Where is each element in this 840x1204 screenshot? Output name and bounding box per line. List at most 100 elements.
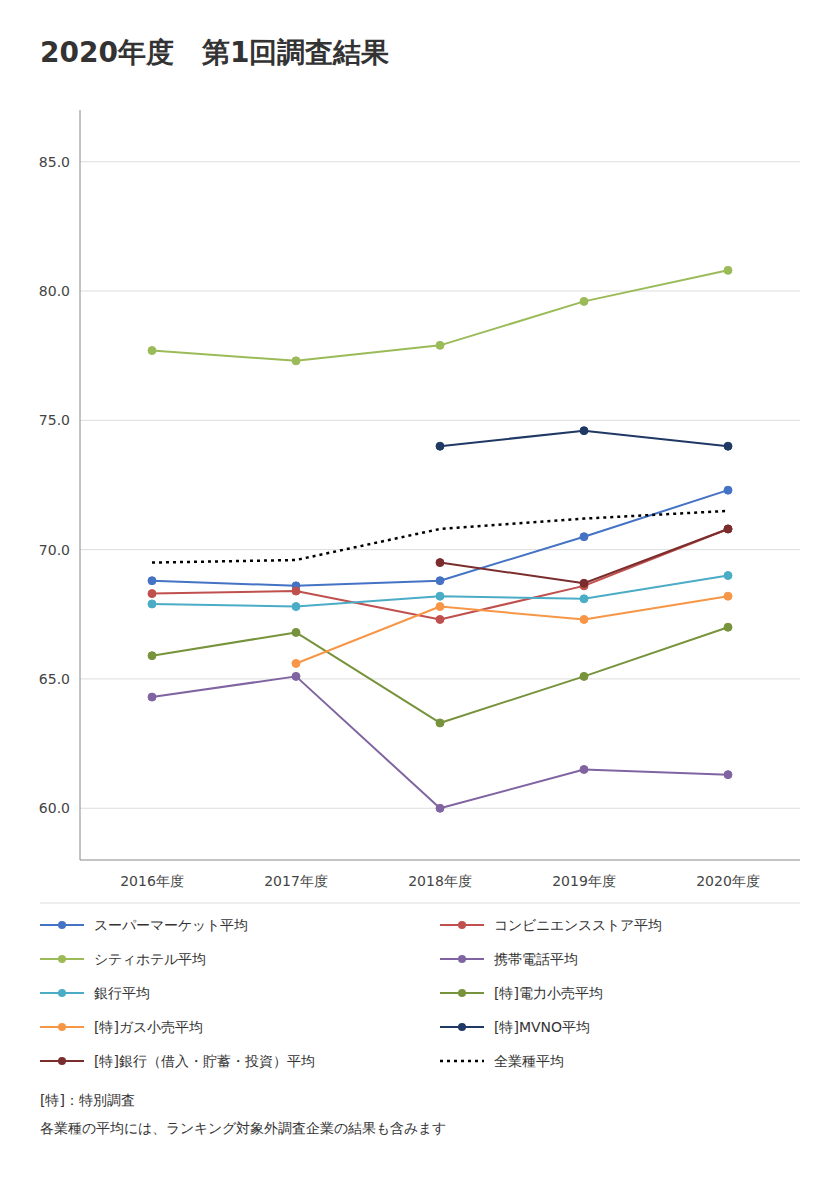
series — [152, 511, 728, 563]
point — [580, 615, 588, 623]
x-tick-label: 2019年度 — [552, 873, 616, 889]
point — [580, 427, 588, 435]
legend-label: [特]MVNO平均 — [494, 1019, 590, 1035]
legend-marker — [58, 1023, 66, 1031]
x-tick-label: 2017年度 — [264, 873, 328, 889]
series — [148, 525, 732, 624]
legend-label: 全業種平均 — [494, 1053, 564, 1069]
series — [292, 592, 732, 667]
series — [436, 427, 732, 451]
point — [436, 804, 444, 812]
x-tick-label: 2016年度 — [120, 873, 184, 889]
grid — [80, 162, 800, 809]
annotation: 各業種の平均には、ランキング対象外調査企業の結果も含みます — [40, 1120, 446, 1136]
line — [152, 529, 728, 620]
annotation: [特]：特別調査 — [40, 1092, 135, 1108]
legend-swatch — [440, 1060, 484, 1063]
series — [436, 525, 732, 587]
point — [292, 659, 300, 667]
legend-label: [特]電力小売平均 — [494, 985, 603, 1001]
legend-marker — [58, 989, 66, 997]
point — [436, 559, 444, 567]
plot-area — [148, 266, 732, 812]
point — [292, 587, 300, 595]
legend-marker — [58, 921, 66, 929]
y-tick-label: 75.0 — [39, 412, 70, 428]
legend-marker — [458, 989, 466, 997]
legend-label: シティホテル平均 — [94, 951, 206, 967]
point — [436, 603, 444, 611]
y-tick-label: 60.0 — [39, 800, 70, 816]
legend-marker — [58, 955, 66, 963]
point — [580, 297, 588, 305]
point — [292, 672, 300, 680]
legend-marker — [458, 921, 466, 929]
grid-line — [80, 291, 800, 292]
point — [580, 672, 588, 680]
line — [152, 270, 728, 361]
point — [724, 266, 732, 274]
point — [148, 590, 156, 598]
point — [148, 600, 156, 608]
grid-line — [80, 678, 800, 679]
line — [440, 529, 728, 583]
x-tick-label: 2018年度 — [408, 873, 472, 889]
background — [0, 0, 840, 1204]
chart: 2020年度 第1回調査結果 60.0 65.0 70.0 75.0 80.0 85.0 20… — [0, 0, 840, 1204]
legend-marker — [458, 955, 466, 963]
point — [724, 623, 732, 631]
point — [724, 442, 732, 450]
grid-line — [80, 549, 800, 550]
y-tick-label: 70.0 — [39, 542, 70, 558]
point — [724, 486, 732, 494]
point — [724, 525, 732, 533]
point — [580, 595, 588, 603]
legend-label: 銀行平均 — [94, 985, 150, 1001]
grid-line — [80, 161, 800, 162]
line — [152, 490, 728, 586]
legend: スーパーマーケット平均 コンビニエンスストア平均シティホテル平均 携帯電話平均銀行平… — [40, 903, 800, 1069]
point — [580, 765, 588, 773]
series — [148, 266, 732, 365]
point — [580, 533, 588, 541]
point — [724, 771, 732, 779]
line — [152, 627, 728, 723]
point — [148, 693, 156, 701]
x-tick-label: 2020年度 — [696, 873, 760, 889]
point — [436, 615, 444, 623]
legend-label: スーパーマーケット平均 — [94, 917, 248, 933]
point — [580, 579, 588, 587]
legend-label: [特]ガス小売平均 — [94, 1019, 203, 1035]
point — [292, 628, 300, 636]
point — [436, 341, 444, 349]
point — [436, 577, 444, 585]
y-tick-label: 65.0 — [39, 671, 70, 687]
point — [436, 592, 444, 600]
line — [152, 511, 728, 563]
point — [292, 357, 300, 365]
legend-label: [特]銀行（借入・貯蓄・投資）平均 — [94, 1053, 315, 1069]
line — [152, 576, 728, 607]
legend-marker — [458, 1023, 466, 1031]
legend-marker — [58, 1057, 66, 1065]
point — [724, 572, 732, 580]
grid-line — [80, 420, 800, 421]
y-tick-label: 80.0 — [39, 283, 70, 299]
series — [148, 623, 732, 727]
series — [148, 486, 732, 590]
point — [292, 603, 300, 611]
title: 2020年度 第1回調査結果 — [40, 36, 389, 69]
point — [148, 347, 156, 355]
point — [436, 719, 444, 727]
x-axis-line — [80, 860, 800, 861]
legend-label: 携帯電話平均 — [494, 951, 578, 967]
y-tick-label: 85.0 — [39, 154, 70, 170]
y-axis-line — [80, 110, 81, 860]
point — [148, 652, 156, 660]
point — [436, 442, 444, 450]
legend-label: コンビニエンスストア平均 — [494, 917, 662, 933]
legend-separator — [40, 903, 800, 904]
line — [296, 596, 728, 663]
line — [152, 676, 728, 808]
point — [724, 592, 732, 600]
